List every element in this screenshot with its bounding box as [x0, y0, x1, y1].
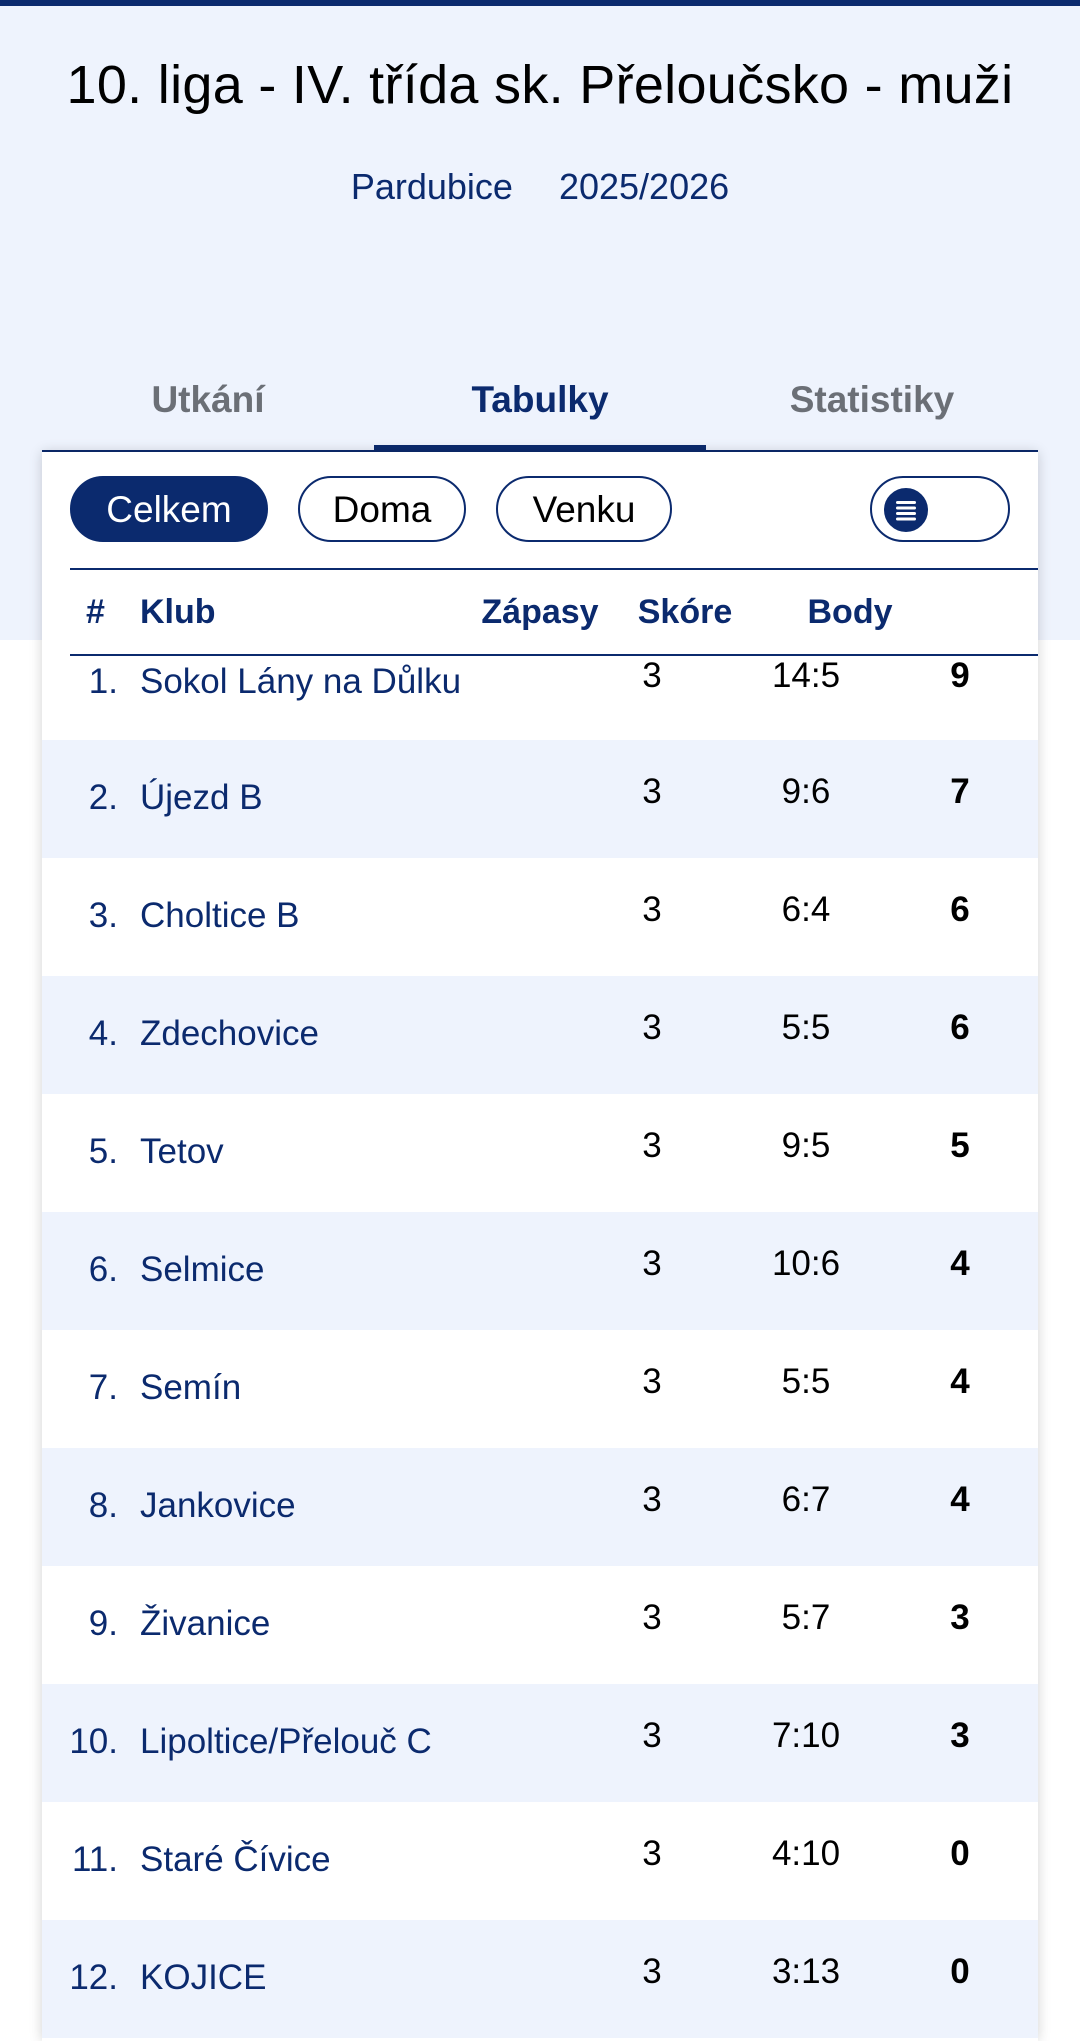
- row-club[interactable]: Újezd B: [140, 778, 263, 817]
- row-matches: 3: [642, 772, 662, 811]
- row-score: 6:7: [781, 1480, 831, 1519]
- tab-tabulky[interactable]: Tabulky: [374, 350, 706, 453]
- row-rank: 1.: [88, 662, 118, 701]
- row-points: 4: [950, 1362, 970, 1401]
- filter-doma-button[interactable]: Doma: [298, 476, 466, 542]
- row-club[interactable]: Semín: [140, 1368, 242, 1407]
- filter-celkem-button[interactable]: Celkem: [70, 476, 268, 542]
- row-score: 14:5: [771, 656, 841, 695]
- row-points: 5: [950, 1126, 970, 1165]
- row-points: 7: [950, 772, 970, 811]
- row-rank: 5.: [88, 1132, 118, 1171]
- row-rank: 6.: [88, 1250, 118, 1289]
- row-matches: 3: [642, 1244, 662, 1283]
- row-club[interactable]: Lipoltice/Přelouč C: [140, 1722, 432, 1761]
- filter-bar: Celkem Doma Venku: [70, 476, 1010, 544]
- region-link[interactable]: Pardubice: [350, 166, 513, 207]
- row-rank: 12.: [69, 1958, 118, 1997]
- header-rank: #: [86, 593, 105, 631]
- page-title: 10. liga - IV. třída sk. Přeloučsko - mu…: [66, 55, 1014, 115]
- row-matches: 3: [642, 656, 662, 695]
- row-points: 6: [950, 1008, 970, 1047]
- table-row[interactable]: 10. Lipoltice/Přelouč C 3 7:10 3: [42, 1684, 1038, 1802]
- row-matches: 3: [642, 1834, 662, 1873]
- row-rank: 10.: [69, 1722, 118, 1761]
- row-points: 3: [950, 1716, 970, 1755]
- row-club[interactable]: Živanice: [140, 1604, 271, 1643]
- row-matches: 3: [642, 1598, 662, 1637]
- table-row[interactable]: 4. Zdechovice 3 5:5 6: [42, 976, 1038, 1094]
- row-score: 9:5: [781, 1126, 831, 1165]
- row-points: 3: [950, 1598, 970, 1637]
- row-score: 7:10: [771, 1716, 841, 1755]
- table-row[interactable]: 12. KOJICE 3 3:13 0: [42, 1920, 1038, 2038]
- header-score: Skóre: [637, 593, 733, 631]
- row-matches: 3: [642, 890, 662, 929]
- row-rank: 7.: [88, 1368, 118, 1407]
- table-row[interactable]: 2. Újezd B 3 9:6 7: [42, 740, 1038, 858]
- season-label: 2025/2026: [558, 166, 730, 207]
- tab-statistiky[interactable]: Statistiky: [789, 379, 955, 420]
- row-matches: 3: [642, 1126, 662, 1165]
- row-rank: 3.: [88, 896, 118, 935]
- table-row[interactable]: 7. Semín 3 5:5 4: [42, 1330, 1038, 1448]
- row-score: 3:13: [771, 1952, 841, 1991]
- table-row[interactable]: 1. Sokol Lány na Důlku 3 14:5 9: [42, 656, 1038, 740]
- table-row[interactable]: 9. Živanice 3 5:7 3: [42, 1566, 1038, 1684]
- top-accent-bar: [0, 0, 1080, 6]
- table-row[interactable]: 3. Choltice B 3 6:4 6: [42, 858, 1038, 976]
- table-row[interactable]: 6. Selmice 3 10:6 4: [42, 1212, 1038, 1330]
- view-toggle[interactable]: [870, 476, 1010, 542]
- row-club[interactable]: Zdechovice: [140, 1014, 319, 1053]
- row-club[interactable]: Sokol Lány na Důlku: [140, 662, 462, 701]
- section-tabs: Utkání Tabulky Statistiky: [42, 350, 1038, 453]
- league-meta: Pardubice 2025/2026: [0, 166, 1080, 208]
- row-rank: 2.: [88, 778, 118, 817]
- row-points: 0: [950, 1952, 970, 1991]
- row-matches: 3: [642, 1480, 662, 1519]
- list-icon: [882, 486, 930, 534]
- row-club[interactable]: Choltice B: [140, 896, 300, 935]
- row-score: 5:5: [781, 1008, 831, 1047]
- table-row[interactable]: 8. Jankovice 3 6:7 4: [42, 1448, 1038, 1566]
- filter-venku-button[interactable]: Venku: [496, 476, 672, 542]
- row-points: 6: [950, 890, 970, 929]
- table-header: # Klub Zápasy Skóre Body: [70, 570, 1038, 656]
- filter-divider: [70, 568, 1038, 570]
- row-matches: 3: [642, 1716, 662, 1755]
- row-club[interactable]: Tetov: [140, 1132, 224, 1171]
- row-points: 4: [950, 1244, 970, 1283]
- row-rank: 11.: [71, 1840, 118, 1879]
- row-score: 9:6: [781, 772, 831, 811]
- row-rank: 4.: [88, 1014, 118, 1053]
- table-row[interactable]: 11. Staré Čívice 3 4:10 0: [42, 1802, 1038, 1920]
- standings-card: Celkem Doma Venku # Klub Zápasy Skóre Bo…: [42, 452, 1038, 2041]
- row-score: 5:7: [781, 1598, 831, 1637]
- row-points: 9: [950, 656, 970, 695]
- row-score: 10:6: [771, 1244, 841, 1283]
- row-rank: 8.: [88, 1486, 118, 1525]
- row-club[interactable]: KOJICE: [140, 1958, 267, 1997]
- row-score: 6:4: [781, 890, 831, 929]
- header-matches: Zápasy: [481, 593, 599, 631]
- standings-table: 1. Sokol Lány na Důlku 3 14:5 9 2. Újezd…: [42, 656, 1038, 2038]
- table-row[interactable]: 5. Tetov 3 9:5 5: [42, 1094, 1038, 1212]
- tab-utkani[interactable]: Utkání: [151, 379, 265, 420]
- row-club[interactable]: Staré Čívice: [140, 1840, 331, 1879]
- row-score: 4:10: [771, 1834, 841, 1873]
- row-matches: 3: [642, 1362, 662, 1401]
- header-club: Klub: [140, 593, 216, 631]
- row-rank: 9.: [88, 1604, 118, 1643]
- row-points: 0: [950, 1834, 970, 1873]
- header-points: Body: [807, 593, 893, 631]
- row-matches: 3: [642, 1952, 662, 1991]
- row-score: 5:5: [781, 1362, 831, 1401]
- row-matches: 3: [642, 1008, 662, 1047]
- row-club[interactable]: Selmice: [140, 1250, 265, 1289]
- row-club[interactable]: Jankovice: [140, 1486, 296, 1525]
- row-points: 4: [950, 1480, 970, 1519]
